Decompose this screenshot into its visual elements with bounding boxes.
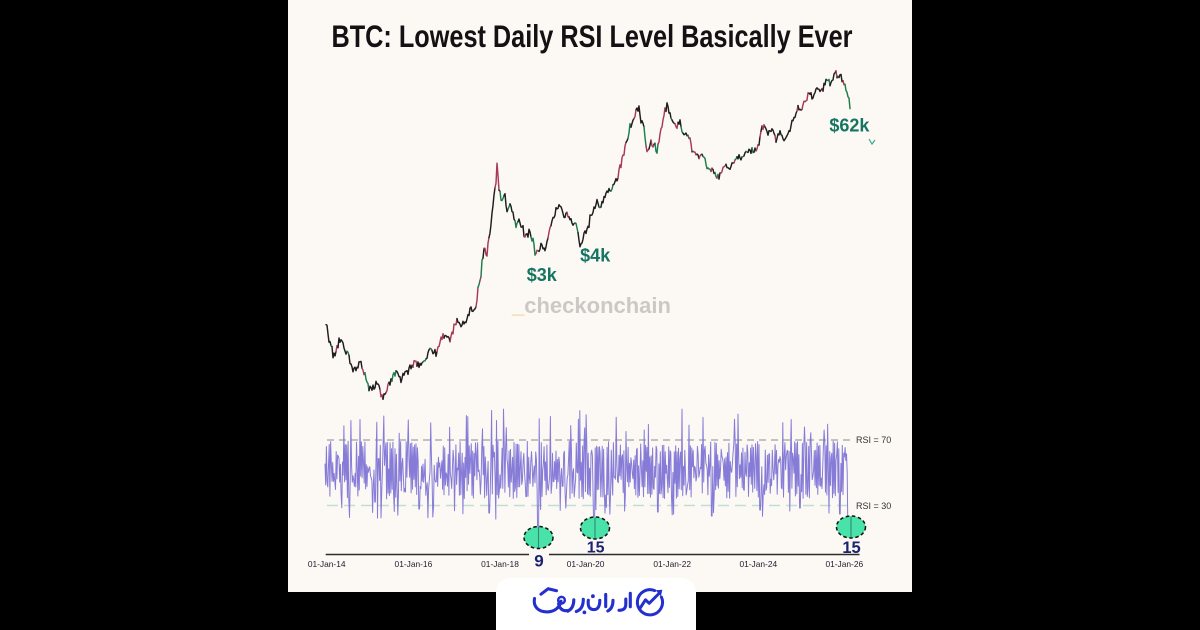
svg-text:_checkonchain: _checkonchain xyxy=(511,293,671,318)
svg-text:$62k: $62k xyxy=(829,116,870,136)
svg-text:01-Jan-24: 01-Jan-24 xyxy=(739,559,777,569)
svg-text:BTC: Lowest Daily RSI Level Ba: BTC: Lowest Daily RSI Level Basically Ev… xyxy=(332,18,853,54)
svg-text:$3k: $3k xyxy=(527,265,558,285)
svg-text:01-Jan-16: 01-Jan-16 xyxy=(395,559,433,569)
svg-text:01-Jan-22: 01-Jan-22 xyxy=(653,559,691,569)
svg-text:RSI = 30: RSI = 30 xyxy=(856,501,891,511)
svg-text:01-Jan-26: 01-Jan-26 xyxy=(825,559,863,569)
svg-text:RSI = 70: RSI = 70 xyxy=(856,435,891,445)
svg-text:$4k: $4k xyxy=(580,246,611,266)
svg-text:15: 15 xyxy=(842,539,860,557)
svg-text:01-Jan-14: 01-Jan-14 xyxy=(308,559,346,569)
svg-text:15: 15 xyxy=(587,540,605,557)
svg-text:9: 9 xyxy=(534,552,543,571)
svg-text:01-Jan-18: 01-Jan-18 xyxy=(481,559,519,569)
svg-text:01-Jan-20: 01-Jan-20 xyxy=(567,559,605,569)
